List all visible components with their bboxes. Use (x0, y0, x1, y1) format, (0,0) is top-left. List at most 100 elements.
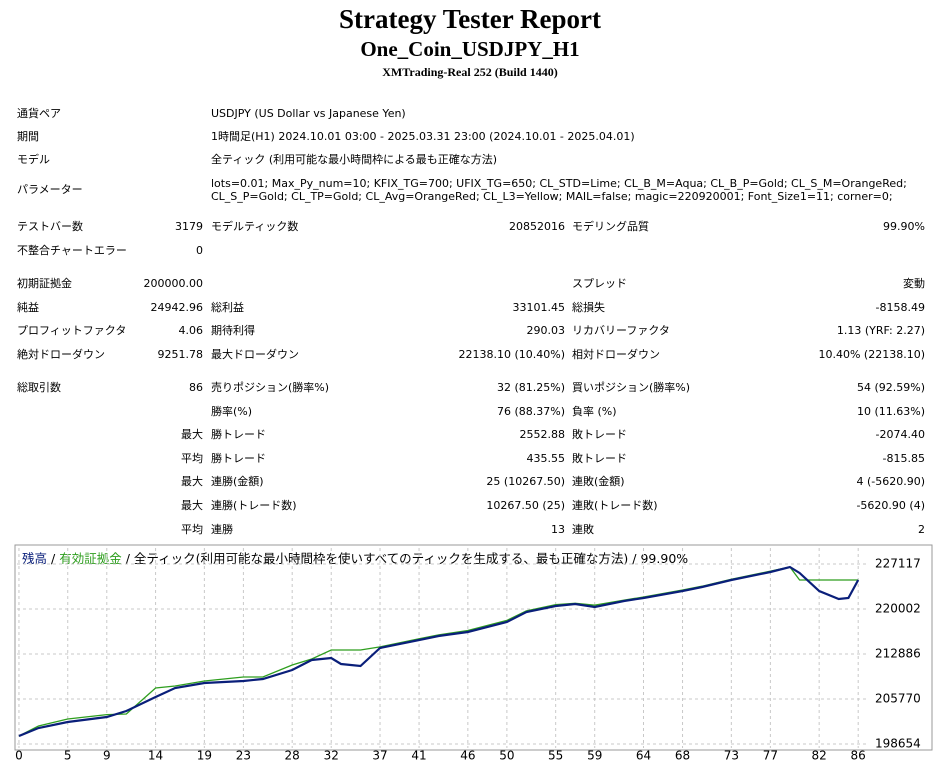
stat-value: 10267.50 (25) (486, 499, 565, 512)
info-value: 1時間足(H1) 2024.10.01 03:00 - 2025.03.31 2… (211, 130, 635, 143)
chart-legend: 残高 / 有効証拠金 / 全ティック(利用可能な最小時間枠を使いすべてのティック… (22, 551, 688, 566)
stat-value: 変動 (903, 277, 925, 290)
stat-label: 連勝(トレード数) (211, 499, 297, 512)
stat-label: 負率 (%) (572, 404, 617, 418)
series-line (18, 565, 860, 738)
legend-entry: 有効証拠金 (59, 551, 122, 566)
stat-value: 86 (189, 381, 203, 394)
stat-value: 33101.45 (512, 300, 566, 314)
x-tick-label: 77 (763, 749, 778, 763)
stat-label: 連敗 (572, 522, 594, 536)
stat-label: リカバリーファクタ (572, 324, 670, 338)
stat-value: 13 (551, 522, 565, 536)
stat-value: -5620.90 (4) (856, 499, 925, 512)
x-tick-label: 50 (499, 749, 514, 763)
legend-entry: 残高 (22, 551, 47, 566)
stat-label: 期待利得 (211, 324, 255, 338)
stat-label: 純益 (17, 300, 39, 314)
stat-label: 敗トレード (572, 428, 627, 442)
stat-value: 76 (88.37%) (496, 404, 565, 418)
stat-value: 10 (11.63%) (856, 404, 925, 418)
stat-value: 435.55 (526, 451, 566, 465)
legend-separator: / (126, 551, 131, 566)
stat-value: 平均 (181, 451, 203, 465)
report-title: Strategy Tester Report (339, 4, 601, 34)
stat-value: -815.85 (882, 451, 925, 465)
x-tick-label: 41 (411, 749, 426, 763)
stat-label: 初期証拠金 (17, 277, 72, 290)
x-tick-label: 59 (587, 749, 602, 763)
x-tick-label: 64 (636, 749, 651, 763)
stat-label: 勝トレード (211, 428, 266, 442)
x-tick-label: 46 (460, 749, 475, 763)
legend-quality: 99.90% (640, 551, 688, 566)
stat-value: 4 (-5620.90) (856, 475, 925, 489)
legend-model: 全ティック(利用可能な最小時間枠を使いすべてのティックを生成する、最も正確な方法… (134, 551, 628, 566)
x-tick-label: 37 (372, 749, 387, 763)
legend-separator: / (632, 551, 637, 566)
x-tick-label: 86 (851, 749, 866, 763)
stat-value: 3179 (175, 220, 203, 233)
stat-label: スプレッド (572, 277, 627, 290)
stat-label: 絶対ドローダウン (17, 347, 105, 361)
stat-label: 最大ドローダウン (211, 347, 299, 361)
stat-value: 10.40% (22138.10) (818, 347, 925, 361)
stat-value: 99.90% (883, 220, 925, 233)
legend-separator: / (51, 551, 56, 566)
x-tick-label: 82 (812, 749, 827, 763)
x-tick-label: 5 (64, 749, 72, 763)
info-label: 期間 (17, 130, 39, 143)
stat-value: 9251.78 (157, 347, 204, 361)
x-tick-label: 55 (548, 749, 563, 763)
info-label: モデル (17, 153, 50, 166)
stat-label: 買いポジション(勝率%) (572, 381, 691, 394)
stat-label: モデリング品質 (572, 220, 649, 233)
info-value: 全ティック (利用可能な最小時間枠による最も正確な方法) (211, 153, 498, 166)
stat-value: 2552.88 (519, 428, 566, 442)
x-tick-label: 23 (236, 749, 251, 763)
y-tick-label: 205770 (875, 691, 921, 705)
x-tick-label: 68 (675, 749, 690, 763)
stat-value: 1.13 (YRF: 2.27) (836, 324, 925, 338)
y-tick-label: 212886 (875, 646, 921, 660)
stat-value: 22138.10 (10.40%) (458, 347, 565, 361)
stat-label: 相対ドローダウン (572, 347, 660, 361)
stat-value: 20852016 (509, 220, 565, 233)
x-tick-label: 28 (285, 749, 300, 763)
stat-value: -2074.40 (875, 428, 925, 442)
info-value: lots=0.01; Max_Py_num=10; KFIX_TG=700; U… (211, 177, 907, 203)
stat-label: 連敗(金額) (572, 475, 625, 489)
stat-value: 290.03 (526, 324, 566, 338)
y-tick-label: 198654 (875, 737, 921, 751)
stat-value: 54 (92.59%) (856, 381, 925, 394)
stat-label: 勝率(%) (211, 404, 253, 418)
stat-label: 不整合チャートエラー (17, 243, 127, 257)
report-subtitle: One_Coin_USDJPY_H1 (360, 37, 580, 61)
stat-value: 最大 (181, 475, 203, 489)
stat-label: 連勝 (211, 522, 233, 536)
stat-value: 25 (10267.50) (486, 475, 565, 489)
report-build: XMTrading-Real 252 (Build 1440) (382, 65, 558, 79)
info-value: USDJPY (US Dollar vs Japanese Yen) (211, 107, 406, 120)
x-tick-label: 32 (324, 749, 339, 763)
stat-label: 売りポジション(勝率%) (211, 381, 330, 394)
x-tick-label: 73 (724, 749, 739, 763)
stat-value: 最大 (181, 428, 203, 442)
stat-value: 24942.96 (150, 300, 204, 314)
stat-value: 2 (918, 522, 925, 536)
stat-value: 0 (196, 243, 203, 257)
stat-value: 32 (81.25%) (496, 381, 565, 394)
stat-label: プロフィットファクタ (17, 324, 127, 338)
stat-label: モデルティック数 (211, 220, 299, 233)
stat-value: 200000.00 (143, 277, 204, 290)
info-label: 通貨ペア (17, 107, 61, 120)
stat-label: 総利益 (211, 300, 244, 314)
info-label: パラメーター (17, 183, 83, 196)
stat-label: 総損失 (572, 300, 605, 314)
x-tick-label: 0 (15, 749, 23, 763)
stat-label: テストバー数 (17, 220, 83, 233)
stat-label: 連勝(金額) (211, 475, 264, 489)
x-tick-label: 19 (197, 749, 212, 763)
